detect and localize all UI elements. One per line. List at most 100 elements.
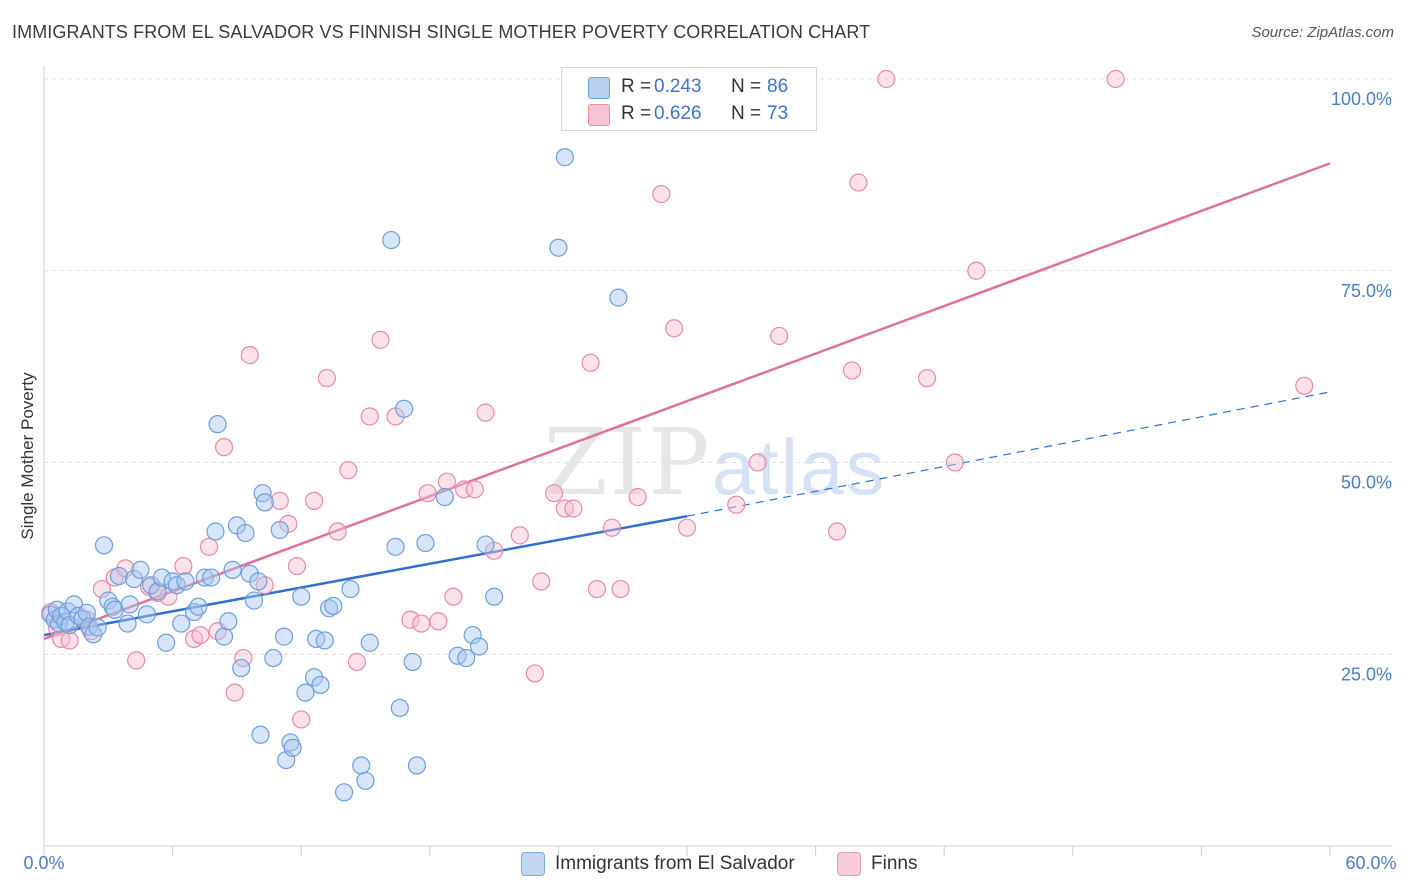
el-salvador-point [283, 738, 302, 757]
finns-point [849, 173, 868, 192]
el-salvador-point [315, 631, 334, 650]
finns-point [191, 625, 210, 645]
el-salvador-point [94, 536, 114, 555]
finns-point [270, 491, 289, 510]
finns-point [564, 499, 583, 518]
el-salvador-point [223, 560, 242, 579]
series-legend: Immigrants from El Salvador Finns [0, 852, 1406, 878]
legend-item-finns[interactable]: Finns [837, 852, 917, 876]
n-value: 73 [767, 103, 789, 124]
y-tick-label: 25.0% [1341, 664, 1392, 684]
finns-point [602, 518, 622, 537]
el-salvador-point [148, 582, 167, 601]
finns-point [628, 487, 647, 507]
finns-point [401, 610, 420, 629]
el-salvador-point [172, 614, 191, 633]
finns-point [292, 710, 311, 729]
n-label: N = [731, 76, 762, 97]
finns-point [127, 651, 146, 670]
el-salvador-trend-line [43, 514, 688, 637]
legend-label-el-salvador: Immigrants from El Salvador [555, 853, 795, 874]
source-label: Source: ZipAtlas.com [1251, 24, 1394, 41]
el-salvador-point [120, 595, 139, 614]
el-salvador-point [549, 238, 568, 257]
el-salvador-point [232, 658, 251, 678]
el-salvador-point [202, 568, 221, 587]
el-salvador-point [152, 568, 171, 587]
finns-point [287, 556, 307, 576]
finns-point [877, 69, 896, 89]
el-salvador-point [77, 603, 96, 622]
el-salvador-point [360, 633, 379, 652]
finns-point [225, 683, 244, 702]
finns-point [240, 346, 259, 365]
finns-point [199, 537, 219, 556]
el-salvador-point [555, 148, 574, 167]
el-salvador-point [208, 415, 227, 434]
finns-point [412, 614, 431, 633]
finns-point [545, 484, 564, 503]
finns-point [429, 612, 448, 631]
blue-swatch [588, 77, 610, 99]
r-label: R = [621, 103, 652, 124]
finns-point [465, 480, 484, 499]
el-salvador-point [334, 783, 354, 802]
el-salvador-point [407, 756, 427, 775]
finns-point [525, 664, 544, 683]
el-salvador-point [236, 523, 255, 543]
finns-point [510, 526, 529, 545]
finns-point [174, 556, 193, 576]
finns-points [41, 69, 1314, 729]
el-salvador-point [403, 652, 422, 672]
el-salvador-point [64, 595, 84, 614]
finns-point [347, 652, 367, 672]
finns-point [945, 453, 965, 472]
el-salvador-point [244, 591, 264, 610]
el-salvador-point [270, 520, 289, 540]
tick-labels: 25.0% 50.0% 75.0% 100.0% 0.0% 60.0% [23, 89, 1396, 873]
legend-item-el-salvador[interactable]: Immigrants from El Salvador [521, 852, 795, 876]
el-salvador-swatch [521, 852, 545, 876]
finns-point [476, 403, 495, 422]
el-salvador-point [255, 493, 274, 512]
el-salvador-point [463, 625, 482, 645]
finns-point [304, 491, 324, 510]
el-salvador-point [249, 572, 268, 591]
finns-point [611, 579, 630, 599]
axes [43, 66, 1392, 856]
finns-point [842, 361, 862, 380]
el-salvador-point [341, 579, 360, 599]
el-salvador-point [324, 596, 343, 616]
el-salvador-point [469, 637, 489, 656]
x-tick-label: 0.0% [23, 853, 64, 873]
n-value: 86 [767, 76, 789, 97]
el-salvador-point [58, 602, 77, 621]
y-tick-label: 75.0% [1341, 281, 1392, 301]
y-tick-label: 100.0% [1331, 89, 1392, 109]
finns-point [60, 631, 79, 650]
correlation-legend: R = 0.243 N = 86 R = 0.626 N = 73 [561, 67, 817, 131]
el-salvador-point [206, 522, 225, 541]
el-salvador-point [311, 675, 330, 695]
finns-point [317, 369, 337, 388]
trend-lines [43, 162, 1331, 641]
el-salvador-point [137, 605, 156, 624]
el-salvador-point [195, 568, 214, 587]
finns-point [371, 330, 390, 349]
el-salvador-point [131, 560, 150, 579]
finns-point [437, 472, 457, 491]
y-tick-label: 50.0% [1341, 473, 1392, 493]
grid-lines [44, 78, 1392, 655]
el-salvador-point [264, 648, 283, 668]
el-salvador-point [109, 566, 129, 586]
finns-swatch [837, 852, 861, 876]
x-tick-label: 60.0% [1345, 853, 1396, 873]
el-salvador-point [356, 771, 375, 790]
r-value: 0.626 [654, 103, 702, 124]
el-salvador-point [88, 618, 107, 637]
finns-point [587, 579, 607, 599]
el-salvador-point [157, 633, 176, 652]
pink-swatch [588, 104, 610, 126]
finns-point [454, 480, 474, 499]
